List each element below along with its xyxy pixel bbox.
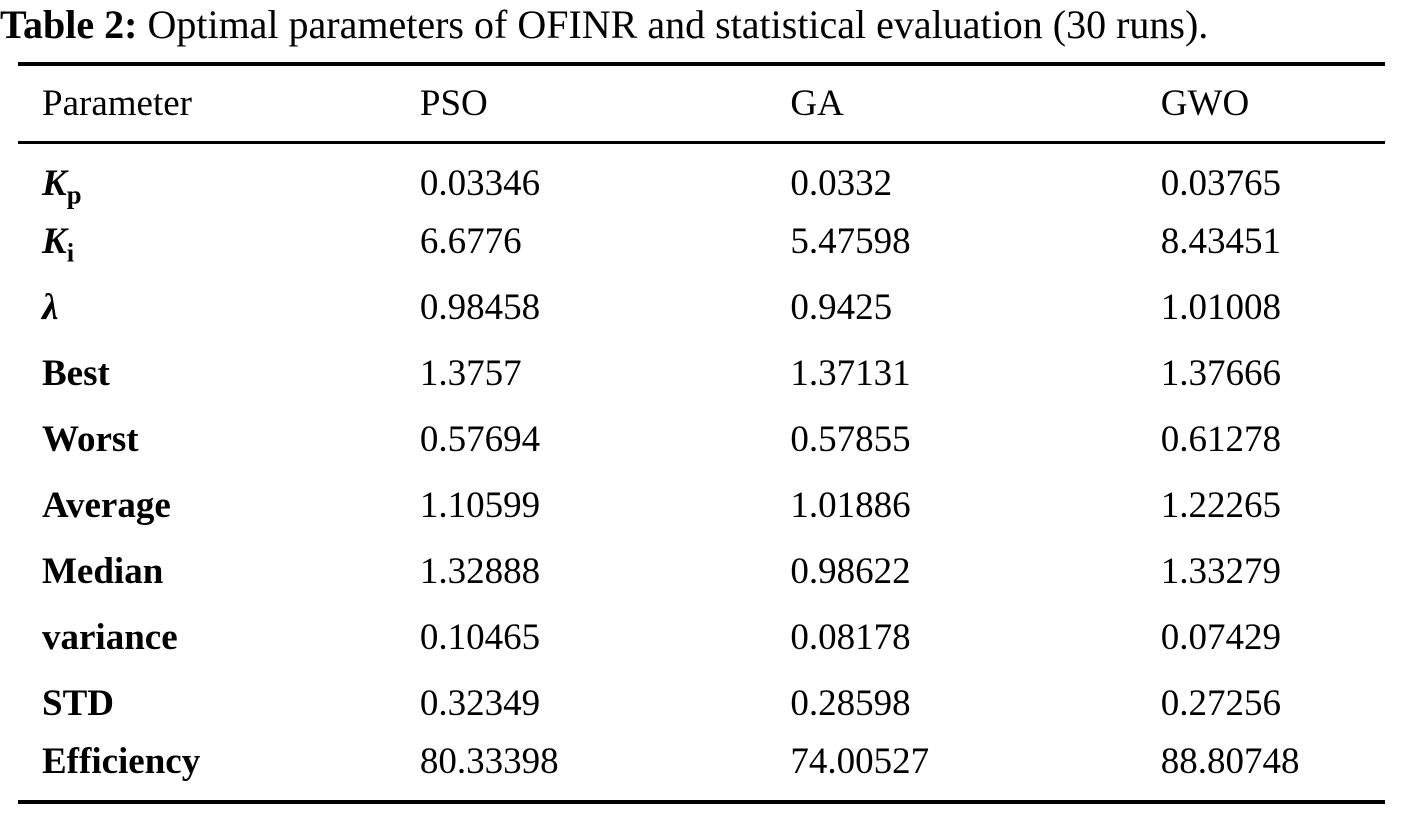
cell-pso-value: 0.03346 [419,163,541,205]
parameter-base: Efficiency [42,741,201,782]
table-header-row: Parameter PSO GA GWO [18,64,1385,142]
table-row: Efficiency 80.33398 74.00527 88.80748 [18,736,1385,802]
table-row: variance 0.10465 0.08178 0.07429 [18,604,1385,670]
cell-pso-value: 0.57694 [419,418,541,460]
table-header: Parameter PSO GA GWO [18,64,1385,142]
cell-ga-value: 74.00527 [790,740,930,782]
column-header-parameter: Parameter [42,82,192,124]
table-body: Kp 0.03346 0.0332 0.03765 Ki 6.6776 5.47598 8.4… [18,142,1385,802]
parameter-base: K [42,220,67,262]
table-row: STD 0.32349 0.28598 0.27256 [18,670,1385,736]
column-header-gwo: GWO [1160,82,1250,124]
cell-ga-value: 0.28598 [790,682,911,724]
parameter-base: Best [42,352,110,394]
row-parameter-label: Efficiency [18,736,420,802]
cell-pso-value: 80.33398 [419,740,559,782]
parameter-subscript: p [66,179,82,210]
table-row: Average 1.10599 1.01886 1.22265 [18,472,1385,538]
table-row: λ 0.98458 0.9425 1.01008 [18,274,1385,340]
row-parameter-label: Average [18,472,420,538]
table-row: Worst 0.57694 0.57855 0.61278 [18,406,1385,472]
table-row: Kp 0.03346 0.0332 0.03765 [18,142,1385,208]
cell-ga-value: 1.01886 [790,484,911,526]
table-row: Best 1.3757 1.37131 1.37666 [18,340,1385,406]
row-parameter-label: STD [18,670,420,736]
parameter-subscript: i [66,236,75,267]
row-parameter-label: λ [18,274,420,340]
cell-gwo-value: 0.07429 [1160,616,1282,658]
row-parameter-label: Median [18,538,420,604]
cell-pso-value: 6.6776 [419,220,522,262]
table-caption: Table 2: Optimal parameters of OFINR and… [0,2,1405,48]
cell-gwo-value: 0.03765 [1160,163,1282,205]
cell-gwo-value: 0.27256 [1160,682,1282,724]
row-parameter-label: Best [18,340,420,406]
cell-gwo-value: 1.33279 [1160,550,1282,592]
cell-ga-value: 0.98622 [790,550,911,592]
cell-gwo-value: 0.61278 [1160,418,1282,460]
cell-pso-value: 0.32349 [419,682,541,724]
cell-gwo-value: 1.22265 [1160,484,1282,526]
row-parameter-label: Kp [18,142,420,208]
parameter-base: K [42,162,67,204]
cell-pso-value: 0.10465 [419,616,541,658]
cell-gwo-value: 1.01008 [1160,286,1282,328]
cell-pso-value: 1.10599 [419,484,541,526]
table-caption-text: Optimal parameters of OFINR and statisti… [147,2,1209,47]
cell-pso-value: 1.3757 [419,352,522,394]
cell-pso-value: 1.32888 [419,550,541,592]
table-row: Ki 6.6776 5.47598 8.43451 [18,208,1385,274]
row-parameter-label: variance [18,604,420,670]
cell-ga-value: 0.9425 [790,286,893,328]
table-row: Median 1.32888 0.98622 1.33279 [18,538,1385,604]
parameter-base: variance [42,616,178,658]
parameter-base: λ [42,286,59,328]
row-parameter-label: Ki [18,208,420,274]
row-parameter-label: Worst [18,406,420,472]
column-header-ga: GA [790,82,844,124]
parameter-base: Average [42,484,171,526]
table-caption-label: Table 2: [0,2,138,47]
cell-ga-value: 0.08178 [790,616,911,658]
parameter-base: STD [42,682,114,724]
cell-ga-value: 1.37131 [790,352,911,394]
cell-gwo-value: 88.80748 [1160,740,1300,782]
cell-ga-value: 0.0332 [790,163,893,205]
results-table: Parameter PSO GA GWO Kp 0.03346 0.0332 0.03… [18,62,1385,804]
parameter-base: Median [42,550,164,592]
column-header-pso: PSO [419,82,488,124]
cell-ga-value: 0.57855 [790,418,911,460]
parameter-base: Worst [42,418,139,460]
cell-pso-value: 0.98458 [419,286,541,328]
cell-ga-value: 5.47598 [790,220,911,262]
cell-gwo-value: 8.43451 [1160,220,1282,262]
cell-gwo-value: 1.37666 [1160,352,1282,394]
